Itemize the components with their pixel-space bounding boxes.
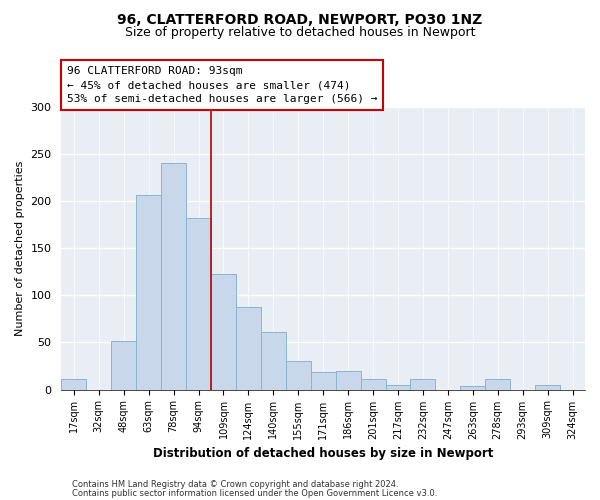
Y-axis label: Number of detached properties: Number of detached properties <box>15 160 25 336</box>
X-axis label: Distribution of detached houses by size in Newport: Distribution of detached houses by size … <box>153 447 493 460</box>
Text: Contains HM Land Registry data © Crown copyright and database right 2024.: Contains HM Land Registry data © Crown c… <box>72 480 398 489</box>
Bar <box>211 274 236 390</box>
Bar <box>111 340 136 390</box>
Bar <box>535 385 560 390</box>
Text: Size of property relative to detached houses in Newport: Size of property relative to detached ho… <box>125 26 475 39</box>
Bar <box>460 386 485 390</box>
Bar <box>186 218 211 390</box>
Bar <box>236 306 261 390</box>
Bar <box>386 385 410 390</box>
Bar <box>136 196 161 390</box>
Text: Contains public sector information licensed under the Open Government Licence v3: Contains public sector information licen… <box>72 488 437 498</box>
Text: 96 CLATTERFORD ROAD: 93sqm
← 45% of detached houses are smaller (474)
53% of sem: 96 CLATTERFORD ROAD: 93sqm ← 45% of deta… <box>67 66 377 104</box>
Bar <box>361 379 386 390</box>
Bar <box>161 164 186 390</box>
Bar <box>261 332 286 390</box>
Bar <box>485 379 510 390</box>
Bar <box>286 362 311 390</box>
Bar <box>335 370 361 390</box>
Bar <box>410 379 436 390</box>
Bar <box>311 372 335 390</box>
Text: 96, CLATTERFORD ROAD, NEWPORT, PO30 1NZ: 96, CLATTERFORD ROAD, NEWPORT, PO30 1NZ <box>118 12 482 26</box>
Bar <box>61 379 86 390</box>
